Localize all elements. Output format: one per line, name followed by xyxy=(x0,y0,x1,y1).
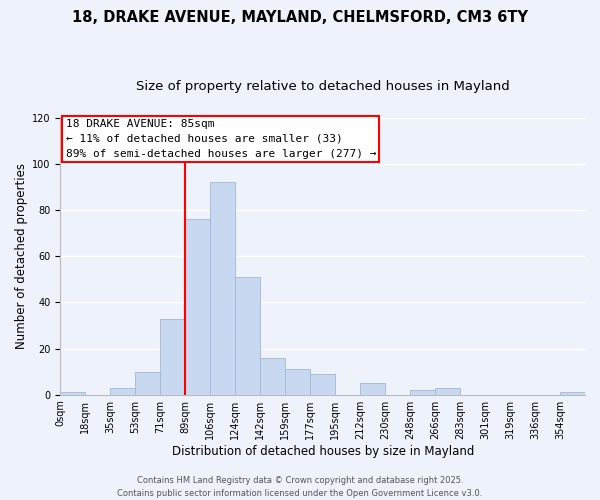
Text: 18, DRAKE AVENUE, MAYLAND, CHELMSFORD, CM3 6TY: 18, DRAKE AVENUE, MAYLAND, CHELMSFORD, C… xyxy=(72,10,528,25)
Bar xyxy=(435,388,460,394)
Y-axis label: Number of detached properties: Number of detached properties xyxy=(15,163,28,349)
Bar xyxy=(285,370,310,394)
Bar xyxy=(410,390,435,394)
X-axis label: Distribution of detached houses by size in Mayland: Distribution of detached houses by size … xyxy=(172,444,474,458)
Bar xyxy=(136,372,160,394)
Bar xyxy=(560,392,585,394)
Title: Size of property relative to detached houses in Mayland: Size of property relative to detached ho… xyxy=(136,80,509,93)
Bar xyxy=(110,388,136,394)
Bar xyxy=(310,374,335,394)
Text: Contains HM Land Registry data © Crown copyright and database right 2025.
Contai: Contains HM Land Registry data © Crown c… xyxy=(118,476,482,498)
Bar xyxy=(260,358,285,395)
Bar xyxy=(235,277,260,394)
Bar xyxy=(210,182,235,394)
Text: 18 DRAKE AVENUE: 85sqm
← 11% of detached houses are smaller (33)
89% of semi-det: 18 DRAKE AVENUE: 85sqm ← 11% of detached… xyxy=(65,119,376,159)
Bar xyxy=(160,318,185,394)
Bar xyxy=(360,383,385,394)
Bar xyxy=(185,220,210,394)
Bar xyxy=(61,392,85,394)
